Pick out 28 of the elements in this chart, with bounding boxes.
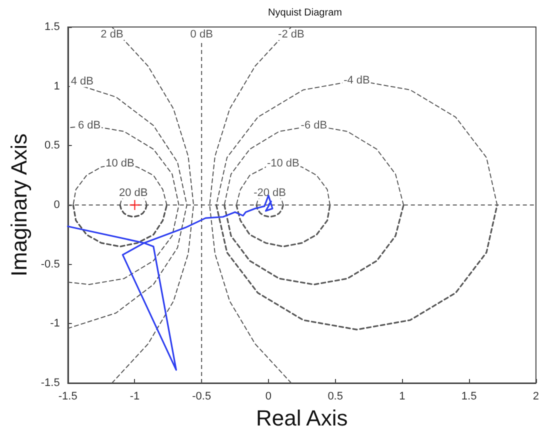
series-label: 2 dB: [100, 28, 124, 40]
x-tick-label: 2: [532, 390, 540, 402]
x-tick-label: -1: [130, 390, 140, 402]
x-tick-label: 0.5: [328, 390, 343, 402]
x-axis-title: Real Axis: [256, 406, 348, 430]
y-tick-label: -0.5: [40, 258, 60, 270]
series-label: 4 dB: [70, 76, 94, 88]
ref-line-label: 0 dB: [190, 28, 213, 40]
series-label: -6 dB: [300, 119, 328, 132]
series-label: -4 dB: [344, 74, 370, 86]
y-tick-label: -1: [50, 318, 60, 330]
x-tick-label: 1.5: [461, 390, 477, 402]
y-axis-title: Imaginary Axis: [6, 133, 32, 277]
series-label: -20 dB: [254, 187, 286, 200]
y-tick-label: 1.5: [44, 21, 60, 33]
series-label: -10 dB: [266, 157, 300, 170]
x-tick-label: 1: [399, 390, 406, 402]
y-tick-label: -1.5: [40, 377, 60, 389]
series-label: -2 dB: [278, 28, 304, 40]
series-label: 6 dB: [78, 119, 101, 132]
y-tick-label: 0: [54, 199, 60, 211]
x-tick-label: -0.5: [192, 390, 212, 402]
series-label: 10 dB: [106, 157, 134, 170]
y-tick-label: 0.5: [44, 140, 60, 152]
y-tick-label: 1: [54, 80, 60, 92]
chart-title: Nyquist Diagram: [268, 8, 342, 18]
series-label: 20 dB: [119, 187, 148, 200]
x-tick-label: 0: [265, 390, 272, 402]
